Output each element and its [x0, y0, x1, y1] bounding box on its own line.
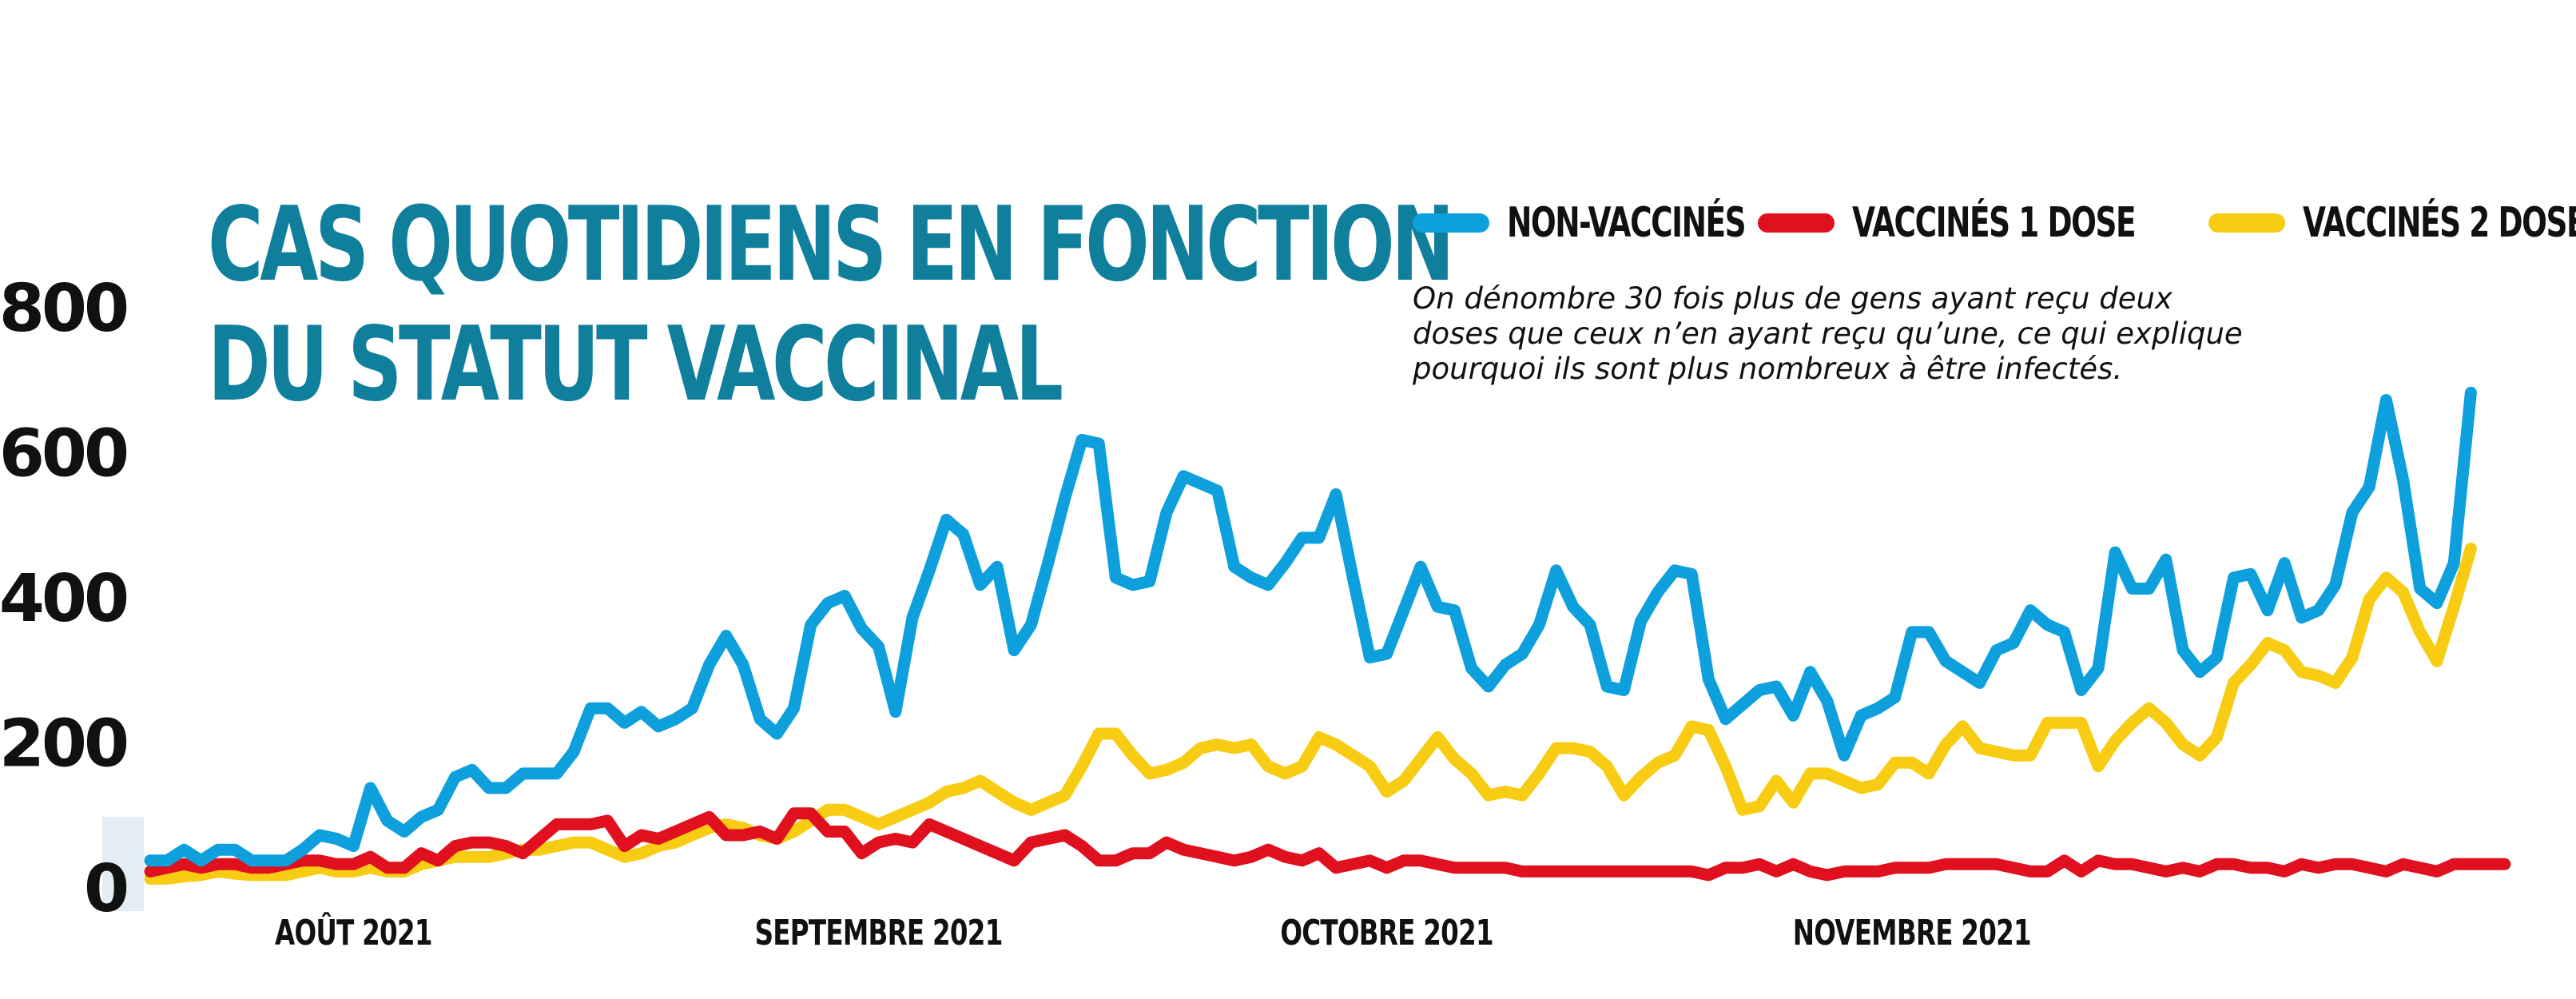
zero-baseline-marker	[102, 817, 144, 911]
chart-legend: NON-VACCINÉS VACCINÉS 1 DOSE VACCINÉS 2 …	[1413, 195, 2576, 251]
chart-title-line: DU STATUT VACCINAL	[208, 305, 1063, 424]
chart-note-line: pourquoi ils sont plus nombreux à être i…	[1413, 352, 2123, 386]
y-tick-label: 600	[0, 416, 127, 492]
legend-item-vaccines-2-doses: VACCINÉS 2 DOSES	[2208, 195, 2576, 251]
y-tick-label: 0	[84, 851, 127, 927]
chart-note-line: On dénombre 30 fois plus de gens ayant r…	[1413, 281, 2173, 316]
x-tick: SEPTEMBRE 2021	[755, 913, 1004, 953]
y-tick-label: 200	[0, 706, 127, 782]
chart-title: CAS QUOTIDIENS EN FONCTION DU STATUT VAC…	[208, 185, 1454, 425]
x-tick: OCTOBRE 2021	[1280, 913, 1493, 953]
x-tick-label: SEPTEMBRE 2021	[755, 913, 1003, 953]
legend-item-vaccines-1-dose: VACCINÉS 1 DOSE	[1758, 195, 2245, 251]
x-tick-label: OCTOBRE 2021	[1280, 913, 1493, 953]
x-tick: NOVEMBRE 2021	[1793, 913, 2032, 953]
y-tick-label: 400	[0, 561, 127, 637]
legend-swatch-non-vaccines	[1413, 213, 1489, 233]
chart-note: On dénombre 30 fois plus de gens ayant r…	[1413, 281, 2332, 387]
series-line-vaccines-1-dose	[144, 807, 2511, 882]
legend-label-non-vaccines: NON-VACCINÉS	[1507, 199, 1747, 247]
legend-swatch-vaccines-1-dose	[1758, 213, 1835, 233]
series-line-non-vaccines	[144, 386, 2477, 867]
legend-item-non-vaccines: NON-VACCINÉS	[1413, 195, 1838, 251]
x-tick: AOÛT 2021	[275, 911, 432, 953]
y-tick-label: 800	[0, 271, 127, 347]
series-line-vaccines-2-doses	[144, 543, 2477, 885]
legend-label-vaccines-2-doses: VACCINÉS 2 DOSES	[2303, 199, 2576, 247]
chart-note-line: doses que ceux n’en ayant reçu qu’une, c…	[1413, 316, 2243, 351]
legend-label-vaccines-1-dose: VACCINÉS 1 DOSE	[1852, 199, 2137, 247]
chart-title-line: CAS QUOTIDIENS EN FONCTION	[208, 185, 1454, 304]
x-tick-label: AOÛT 2021	[275, 911, 432, 953]
legend-swatch-vaccines-2-doses	[2208, 213, 2285, 233]
x-tick-label: NOVEMBRE 2021	[1793, 913, 2031, 953]
